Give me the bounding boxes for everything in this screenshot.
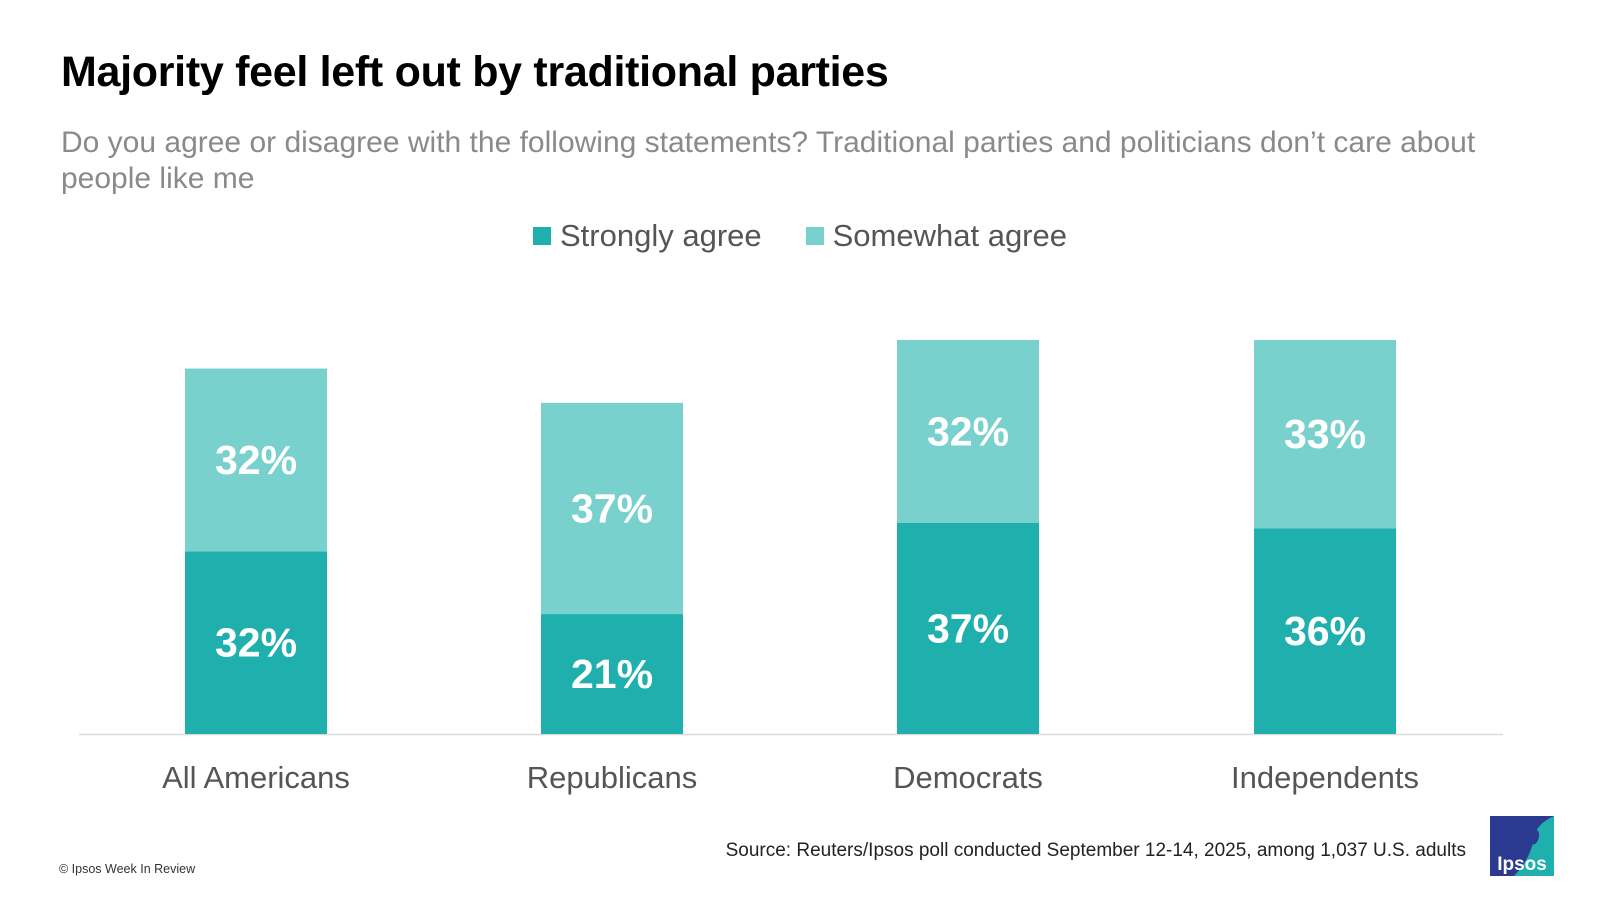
bar-republicans-somewhat-agree (541, 402, 683, 615)
data-label-democrats-somewhat-agree: 32% (927, 408, 1009, 454)
copyright-note: © Ipsos Week In Review (59, 862, 196, 876)
bar-republicans-strongly-agree (541, 614, 683, 734)
category-label-republicans: Republicans (527, 760, 698, 795)
legend-item-strongly-agree: Strongly agree (533, 218, 762, 254)
source-note: Source: Reuters/Ipsos poll conducted Sep… (725, 840, 1466, 861)
legend-label-somewhat-agree: Somewhat agree (832, 218, 1067, 253)
data-label-republicans-strongly-agree: 21% (571, 651, 653, 697)
chart-legend: Strongly agree Somewhat agree (0, 218, 1600, 254)
chart-subtitle: Do you agree or disagree with the follow… (61, 126, 1476, 195)
logo-accent (1514, 816, 1554, 876)
legend-item-somewhat-agree: Somewhat agree (805, 218, 1067, 254)
bar-all-americans-strongly-agree (185, 551, 327, 734)
ipsos-logo-icon: Ipsos (1490, 816, 1554, 876)
data-label-all-americans-somewhat-agree: 32% (215, 437, 297, 483)
bar-democrats-somewhat-agree (897, 340, 1039, 523)
category-label-democrats: Democrats (893, 760, 1043, 795)
category-label-independents: Independents (1231, 760, 1419, 795)
bar-all-americans-somewhat-agree (185, 368, 327, 552)
data-label-all-americans-strongly-agree: 32% (215, 620, 297, 666)
category-label-all-americans: All Americans (162, 760, 350, 795)
bar-independents-strongly-agree (1254, 528, 1396, 734)
data-label-democrats-strongly-agree: 37% (927, 605, 1009, 651)
stacked-bar-chart: 32% 32% All Americans 21% 37% Republicans 37% 3… (79, 340, 1503, 795)
logo-text: Ipsos (1497, 854, 1547, 875)
data-label-republicans-somewhat-agree: 37% (571, 485, 653, 531)
data-label-independents-strongly-agree: 36% (1284, 608, 1366, 654)
chart-title: Majority feel left out by traditional pa… (61, 48, 889, 96)
bar-independents-somewhat-agree (1254, 340, 1396, 529)
bar-democrats-strongly-agree (897, 522, 1039, 734)
logo-head-shape (1520, 828, 1540, 852)
legend-label-strongly-agree: Strongly agree (560, 218, 762, 253)
legend-swatch-somewhat-agree (805, 227, 824, 245)
data-label-independents-somewhat-agree: 33% (1284, 411, 1366, 457)
legend-swatch-strongly-agree (533, 227, 551, 245)
